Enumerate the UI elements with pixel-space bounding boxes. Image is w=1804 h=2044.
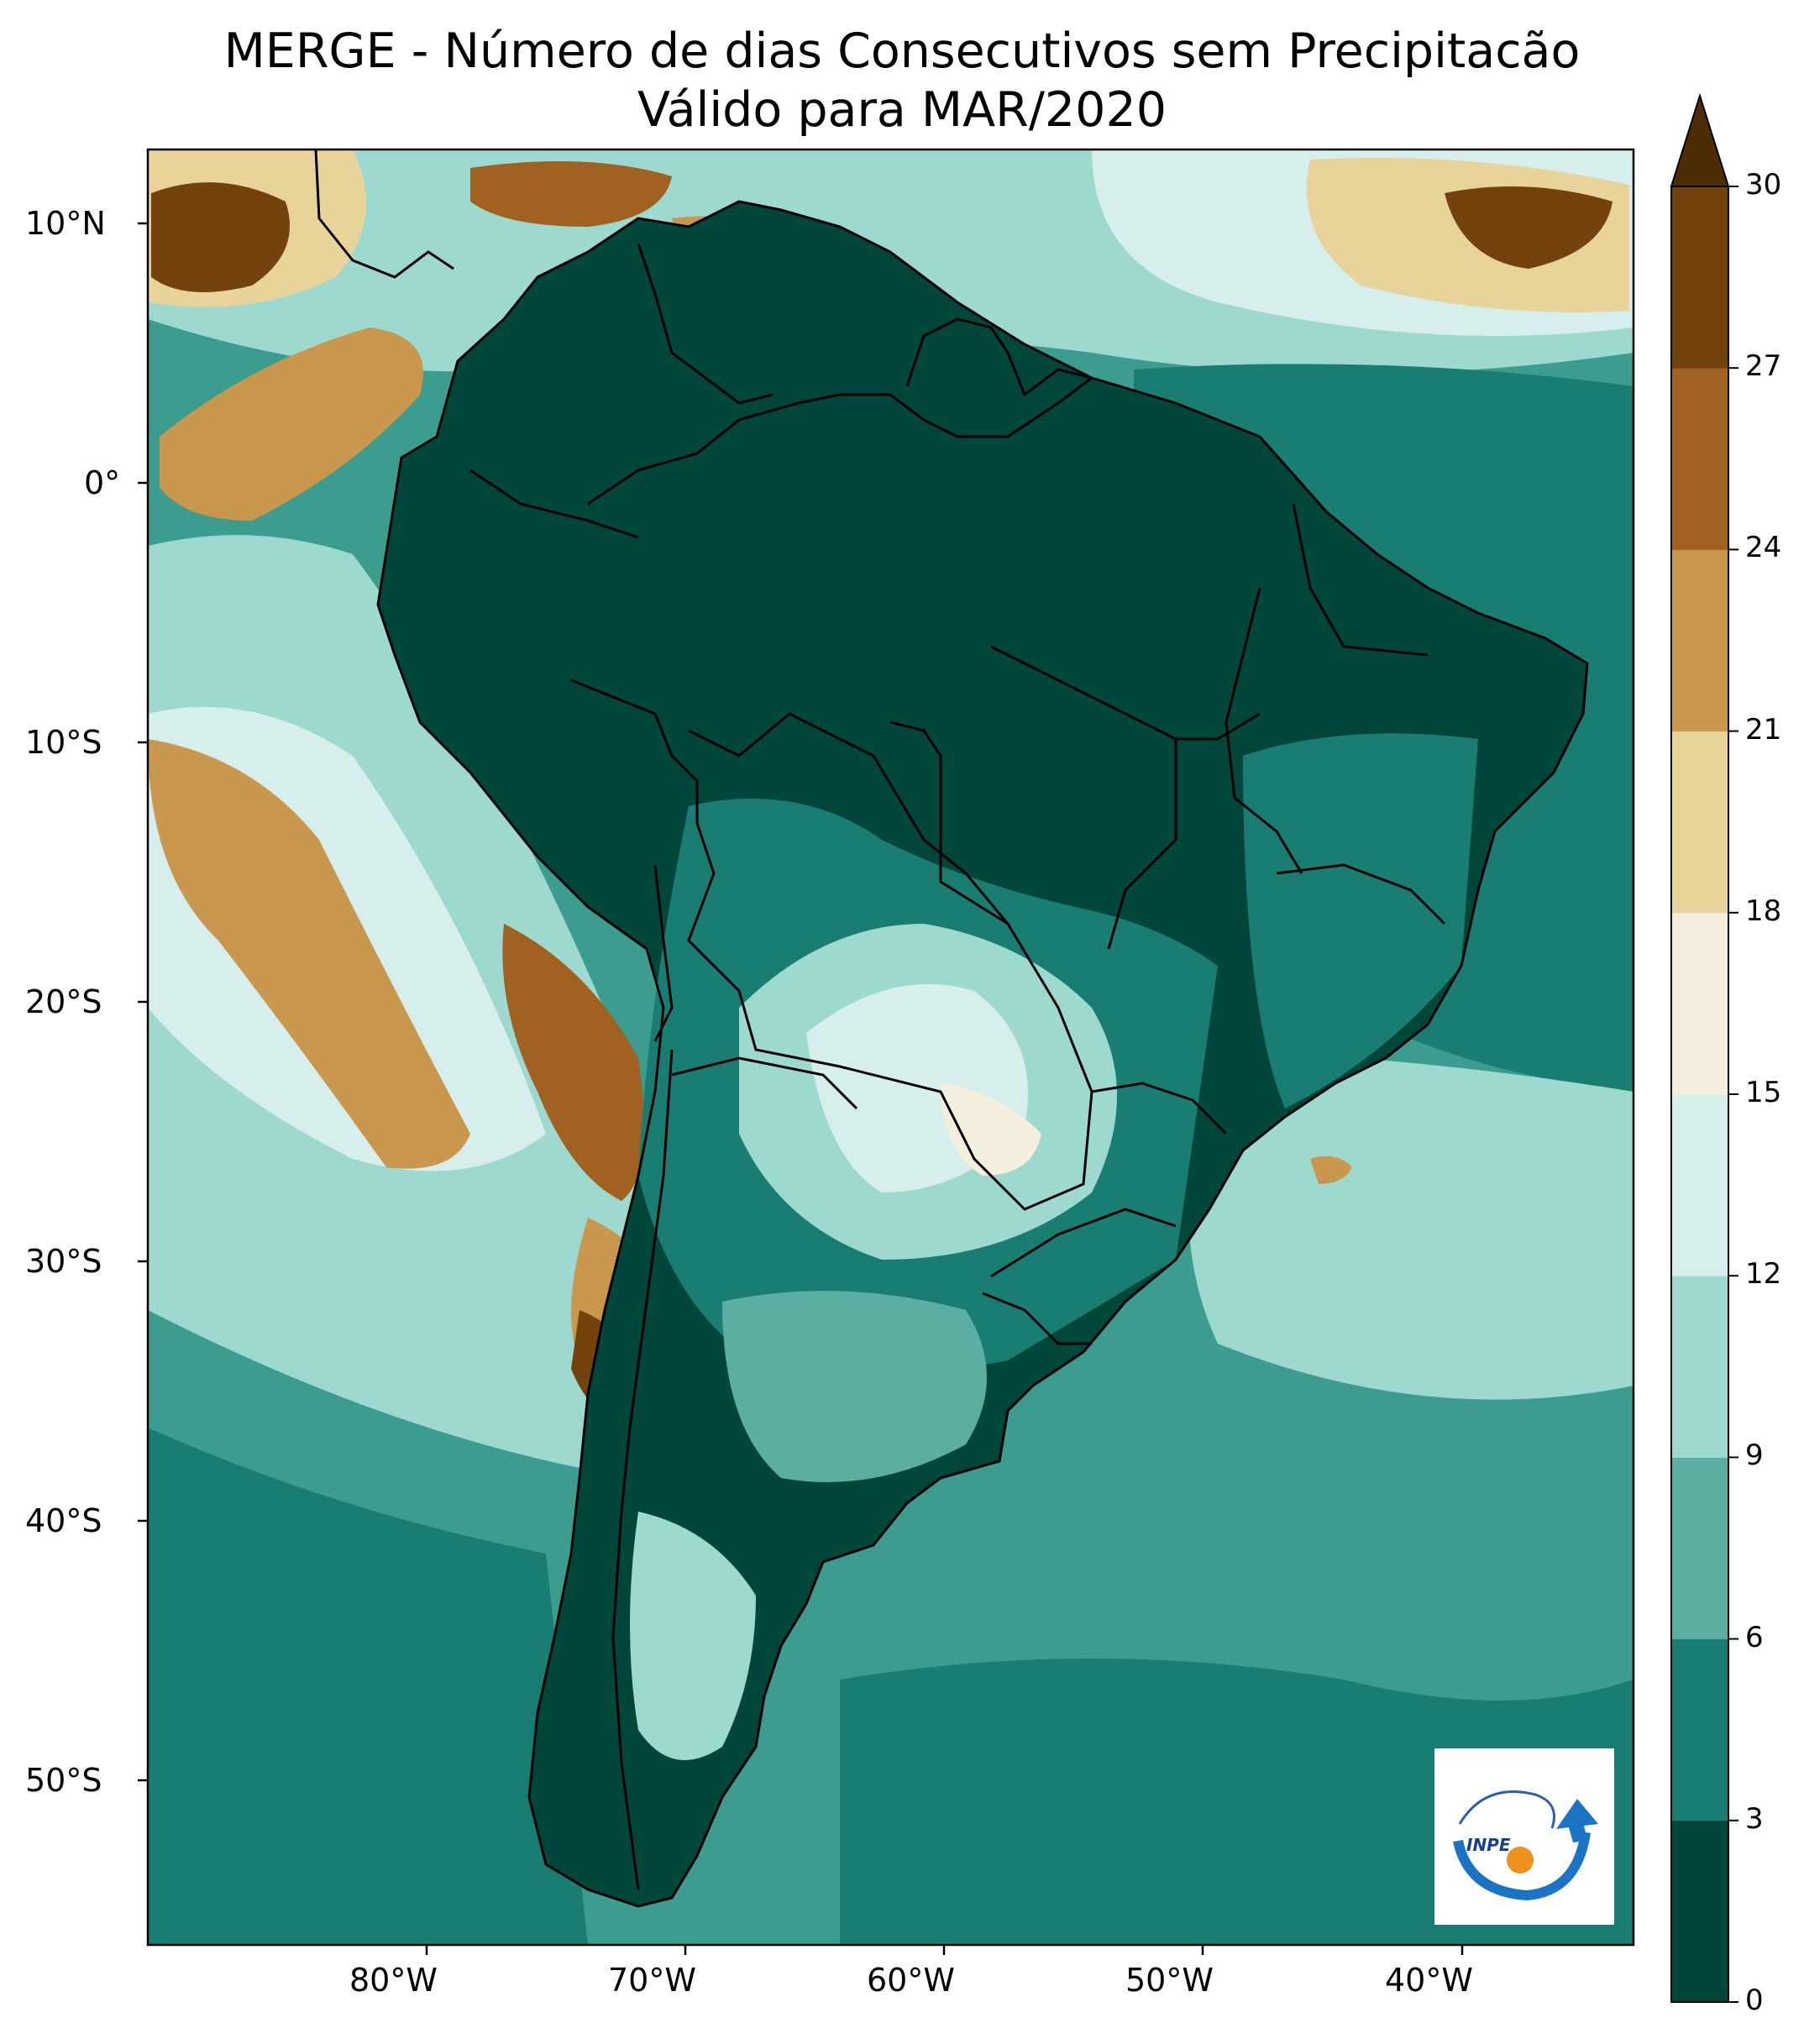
lat-tick-label-30s: 30°S bbox=[25, 1243, 102, 1280]
border-uruguay bbox=[982, 1292, 1092, 1345]
colorbar-segment bbox=[1671, 368, 1728, 550]
border-guianas bbox=[905, 317, 1093, 397]
colorbar bbox=[1670, 92, 1738, 2003]
colorbar-tick-label: 24 bbox=[1745, 531, 1782, 565]
border-peru-bolivia bbox=[653, 864, 674, 1042]
border-central-america bbox=[314, 149, 454, 279]
colorbar-tick-label: 6 bbox=[1745, 1620, 1764, 1654]
colorbar-tick-label: 12 bbox=[1745, 1257, 1782, 1292]
colorbar-tick-label: 21 bbox=[1745, 712, 1782, 747]
colorbar-segment bbox=[1671, 1094, 1728, 1276]
lat-tick-label-40s: 40°S bbox=[25, 1502, 102, 1539]
lon-tick-label-80w: 80°W bbox=[349, 1962, 438, 1999]
colorbar-segment bbox=[1671, 186, 1728, 369]
inpe-logo: INPE bbox=[1434, 1748, 1614, 1925]
dry-patch-atlantic-ne-core bbox=[1445, 186, 1613, 269]
colorbar-segment bbox=[1671, 731, 1728, 914]
land-light-patagonia bbox=[630, 1512, 756, 1760]
colorbar-tick-label: 27 bbox=[1745, 349, 1782, 384]
border-venezuela-colombia bbox=[637, 243, 774, 405]
border-brazil-states-7 bbox=[1091, 1082, 1228, 1135]
dry-patch-pacific-north bbox=[160, 328, 423, 521]
lon-tick-label-50w: 50°W bbox=[1125, 1962, 1214, 1999]
colorbar-segment bbox=[1671, 1820, 1728, 2003]
border-argentina-chile bbox=[611, 1049, 674, 1890]
colorbar-segment bbox=[1671, 1457, 1728, 1640]
lat-tick-marks bbox=[138, 222, 148, 1782]
inpe-logo-text: INPE bbox=[1466, 1835, 1511, 1855]
map-title-line2: Válido para MAR/2020 bbox=[637, 82, 1167, 138]
colorbar-tick-label: 15 bbox=[1745, 1076, 1782, 1109]
dry-patch-pacific-central bbox=[148, 739, 470, 1169]
country-borders bbox=[314, 149, 1589, 1908]
colorbar-tick-label: 30 bbox=[1745, 168, 1782, 202]
map-panel bbox=[148, 149, 1634, 1945]
border-brazil-states-5 bbox=[1292, 503, 1429, 657]
lon-tick-marks bbox=[425, 1945, 1464, 1955]
lat-tick-label-20s: 20°S bbox=[25, 983, 102, 1020]
land-dry-paraguay bbox=[941, 1083, 1041, 1176]
border-colombia-peru bbox=[469, 469, 639, 539]
dry-patch-pacific-peru bbox=[502, 924, 644, 1201]
map-title-line1: MERGE - Número de dias Consecutivos sem … bbox=[223, 24, 1581, 79]
colorbar-tick-label: 0 bbox=[1745, 1984, 1764, 2017]
colorbar-tick-label: 18 bbox=[1745, 894, 1782, 928]
colorbar-segment bbox=[1671, 912, 1728, 1095]
dry-patch-atlantic-south bbox=[1310, 1156, 1352, 1184]
colorbar-segment bbox=[1671, 1638, 1728, 1821]
map-frame bbox=[146, 148, 1635, 1947]
border-brazil-states-4 bbox=[1225, 587, 1303, 874]
border-brazil-north bbox=[587, 376, 1093, 506]
border-argentina-bolivia bbox=[671, 1056, 858, 1110]
lon-tick-label-70w: 70°W bbox=[608, 1962, 696, 1999]
border-brazil-states-6 bbox=[1276, 863, 1446, 925]
lat-tick-label-10s: 10°S bbox=[25, 724, 102, 761]
lat-tick-label-0: 0° bbox=[84, 464, 121, 501]
colorbar-extend-arrow bbox=[1670, 92, 1730, 187]
border-brazil-states-1 bbox=[990, 645, 1261, 741]
continent-coastline bbox=[376, 200, 1589, 1908]
ocean-atlantic-light bbox=[1188, 1050, 1634, 1400]
colorbar-tick-label: 3 bbox=[1745, 1801, 1764, 1836]
dry-patch-venezuela bbox=[470, 161, 672, 227]
lat-tick-label-10n: 10°N bbox=[25, 205, 106, 242]
border-brazil-states-2 bbox=[889, 721, 1009, 925]
inpe-logo-graphic: INPE bbox=[1453, 1790, 1598, 1901]
border-brazil-west bbox=[570, 679, 1093, 1211]
dry-patch-caribbean-core bbox=[151, 182, 290, 292]
land-moist-east bbox=[1243, 733, 1478, 1108]
colorbar-segment bbox=[1671, 1276, 1728, 1458]
land-moist-argentina bbox=[722, 1291, 987, 1482]
colorbar-tick-label: 9 bbox=[1745, 1439, 1764, 1473]
border-brazil-states-3 bbox=[1107, 739, 1177, 950]
lon-tick-label-40w: 40°W bbox=[1385, 1962, 1473, 1999]
border-brazil-states-8 bbox=[990, 1208, 1177, 1278]
lat-tick-label-50s: 50°S bbox=[25, 1762, 102, 1799]
ocean-south-moist bbox=[148, 1428, 588, 1945]
lon-tick-label-60w: 60°W bbox=[867, 1962, 955, 1999]
colorbar-segment bbox=[1671, 549, 1728, 732]
